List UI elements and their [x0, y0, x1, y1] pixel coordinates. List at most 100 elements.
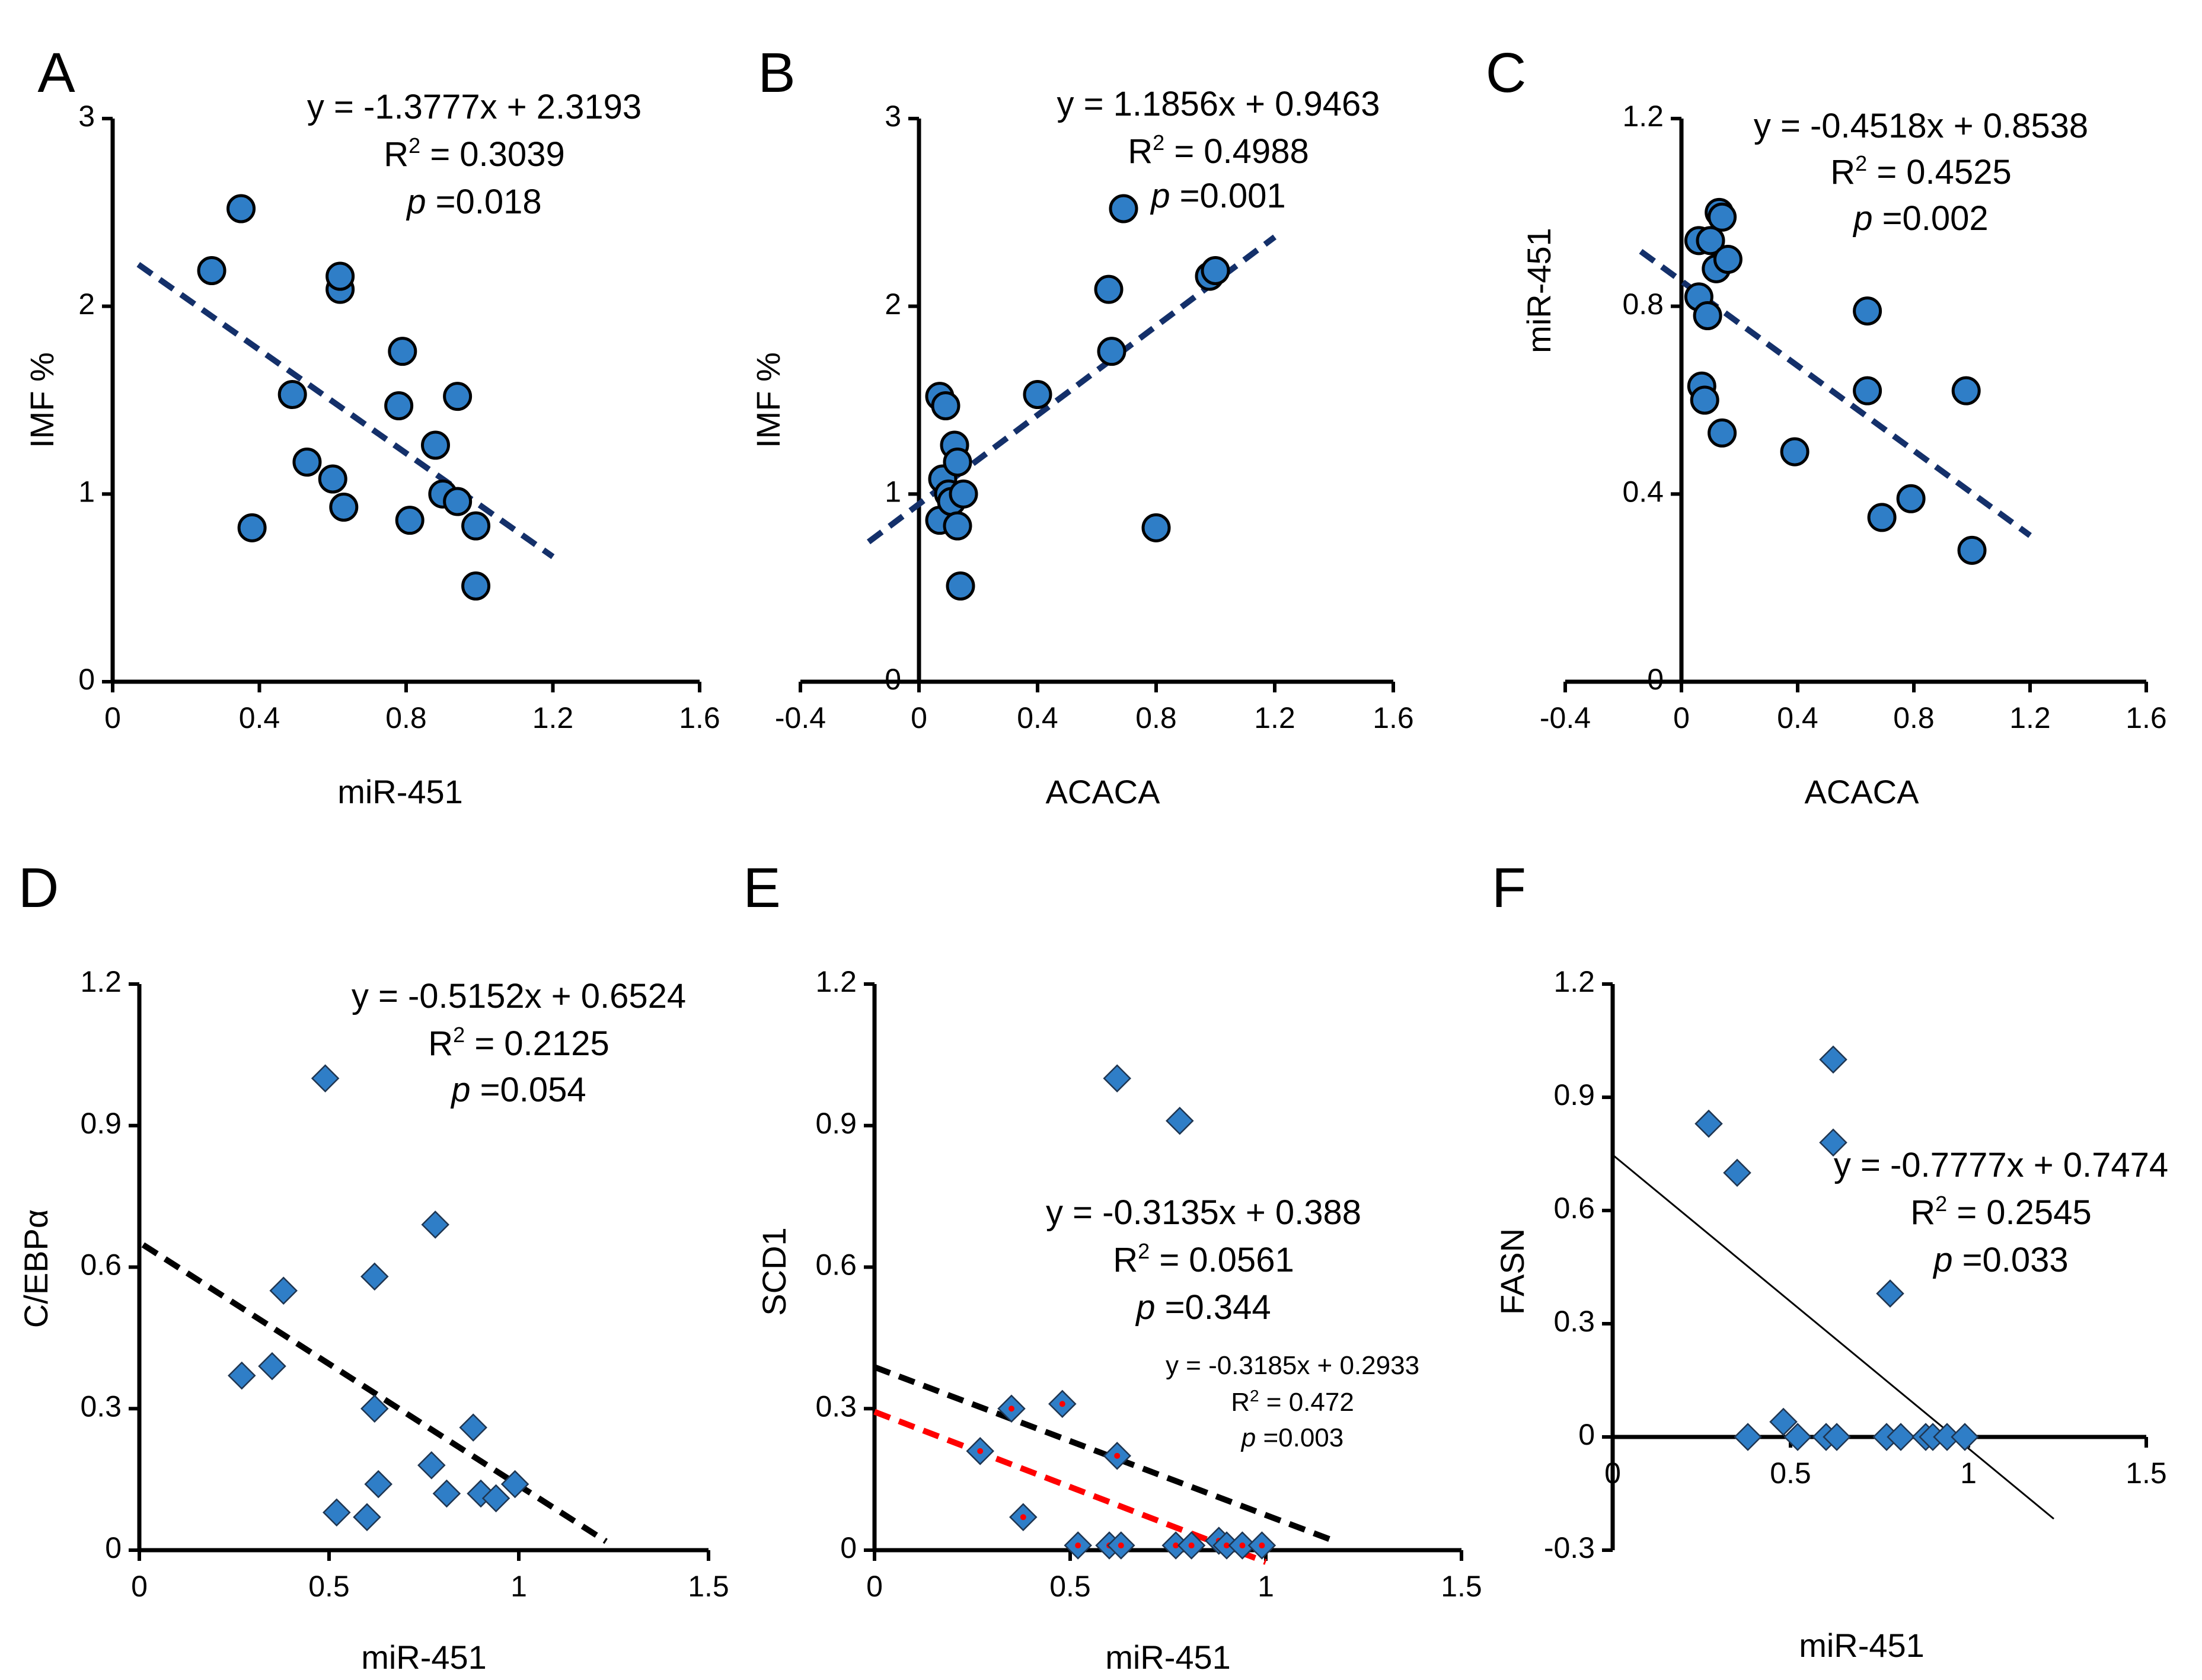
data-point-highlight: [1020, 1514, 1026, 1521]
data-point: [1951, 1423, 1979, 1451]
x-axis-title: ACACA: [1046, 773, 1161, 810]
data-point: [277, 380, 307, 409]
r-squared: R2 = 0.4988: [1128, 130, 1309, 171]
data-point: [1887, 1423, 1915, 1451]
p-value-letter: p: [1852, 199, 1872, 238]
y-tick-label: 0.9: [80, 1107, 122, 1140]
data-point: [1896, 484, 1926, 513]
x-tick-label: 0.5: [1049, 1570, 1091, 1603]
data-point: [421, 1211, 449, 1239]
y-axis-title: IMF %: [749, 352, 787, 448]
regression-equation: y = -0.7777x + 0.7474: [1834, 1146, 2168, 1184]
r-squared-exponent: 2: [409, 133, 420, 158]
data-point: [353, 1503, 381, 1532]
regression-equation: y = -0.5152x + 0.6524: [352, 977, 686, 1015]
data-point: [1708, 418, 1737, 448]
r-squared-letter: R: [1910, 1193, 1935, 1232]
r-squared-exponent: 2: [1855, 151, 1867, 175]
r-squared: R2 = 0.472: [1231, 1387, 1354, 1417]
data-point: [1819, 1128, 1847, 1157]
x-tick-label: -0.4: [1540, 701, 1591, 734]
data-point: [1109, 194, 1138, 223]
y-axis-title: miR-451: [1520, 228, 1558, 353]
p-value-letter: p: [1240, 1423, 1256, 1452]
data-point: [1166, 1107, 1194, 1135]
y-tick-label: 0.3: [815, 1390, 857, 1423]
x-tick-label: 0.5: [308, 1570, 350, 1603]
x-tick-label: 0.8: [385, 701, 427, 734]
data-point: [1713, 245, 1743, 274]
x-axis-title: ACACA: [1805, 773, 1920, 810]
data-point: [949, 479, 978, 509]
data-point: [360, 1394, 389, 1423]
data-point: [325, 261, 355, 291]
r-squared-exponent: 2: [1153, 130, 1164, 155]
data-point-highlight: [1059, 1401, 1065, 1407]
trendline-primary: [136, 262, 555, 560]
y-axis-title: FASN: [1493, 1228, 1531, 1315]
data-point: [1103, 1064, 1131, 1093]
y-tick-label: 0.4: [1622, 475, 1664, 509]
data-point: [269, 1276, 298, 1305]
data-point-highlight: [1075, 1542, 1081, 1549]
r-squared-value: = 0.3039: [420, 135, 565, 174]
data-point: [1708, 202, 1737, 232]
y-tick-label: -0.3: [1544, 1531, 1595, 1564]
y-tick-label: 1: [78, 475, 95, 509]
data-point: [237, 513, 267, 542]
x-tick-label: 1.5: [1441, 1570, 1482, 1603]
x-tick-label: 1.6: [1373, 701, 1414, 734]
data-point: [323, 1498, 351, 1527]
r-squared-value: = 0.4988: [1164, 132, 1309, 171]
p-value-letter: p: [406, 183, 426, 221]
data-point: [417, 1451, 446, 1480]
data-point: [292, 448, 322, 477]
y-tick-label: 0: [885, 663, 901, 696]
data-point: [1693, 301, 1722, 330]
r-squared-letter: R: [1128, 132, 1153, 171]
y-tick-label: 0.9: [815, 1107, 857, 1140]
p-value-number: =0.002: [1873, 199, 1989, 238]
y-tick-label: 1: [885, 475, 901, 509]
r-squared-value: = 0.2125: [465, 1024, 609, 1063]
p-value-number: =0.033: [1953, 1241, 2069, 1279]
data-point: [1696, 226, 1725, 255]
r-squared-value: = 0.0561: [1150, 1241, 1294, 1279]
data-point: [311, 1064, 340, 1093]
r-squared-value: = 0.2545: [1947, 1193, 2092, 1232]
data-point-highlight: [1224, 1542, 1230, 1549]
data-point: [1690, 385, 1719, 415]
x-tick-label: 1.2: [2009, 701, 2051, 734]
data-point: [1694, 1109, 1723, 1138]
data-point: [481, 1484, 510, 1513]
p-value: p =0.344: [1135, 1288, 1271, 1327]
x-tick-label: 1.5: [688, 1570, 729, 1603]
r-squared-letter: R: [428, 1024, 453, 1063]
y-tick-label: 1.2: [1553, 965, 1595, 998]
p-value-number: =0.001: [1170, 177, 1286, 215]
data-point: [1723, 1158, 1751, 1187]
data-point: [1783, 1423, 1812, 1451]
r-squared-letter: R: [1113, 1241, 1138, 1279]
p-value-number: =0.344: [1156, 1288, 1271, 1327]
trendline-primary: [1612, 1154, 2054, 1520]
r-squared: R2 = 0.3039: [384, 133, 564, 174]
data-point: [432, 1479, 461, 1508]
data-point: [384, 391, 414, 420]
x-tick-label: 0: [131, 1570, 148, 1603]
data-point: [421, 430, 450, 460]
panel-label: E: [743, 857, 780, 919]
data-point: [329, 493, 359, 522]
r-squared-letter: R: [1830, 153, 1855, 191]
x-tick-label: 0.5: [1770, 1457, 1811, 1490]
p-value: p =0.001: [1150, 177, 1285, 215]
data-point: [931, 391, 960, 420]
panel-E: E 0 0.5 1 1.5 0 0.3 0.6 0.9 1.2 miR-451 SCD1 y = -0.…: [743, 857, 1482, 1676]
r-squared: R2 = 0.4525: [1830, 151, 2011, 191]
p-value: p =0.003: [1240, 1423, 1344, 1452]
data-point: [1734, 1423, 1762, 1451]
y-tick-label: 1.2: [815, 965, 857, 998]
data-point-highlight: [1188, 1542, 1195, 1549]
data-point: [1853, 296, 1882, 326]
x-tick-label: 0.4: [1017, 701, 1058, 734]
